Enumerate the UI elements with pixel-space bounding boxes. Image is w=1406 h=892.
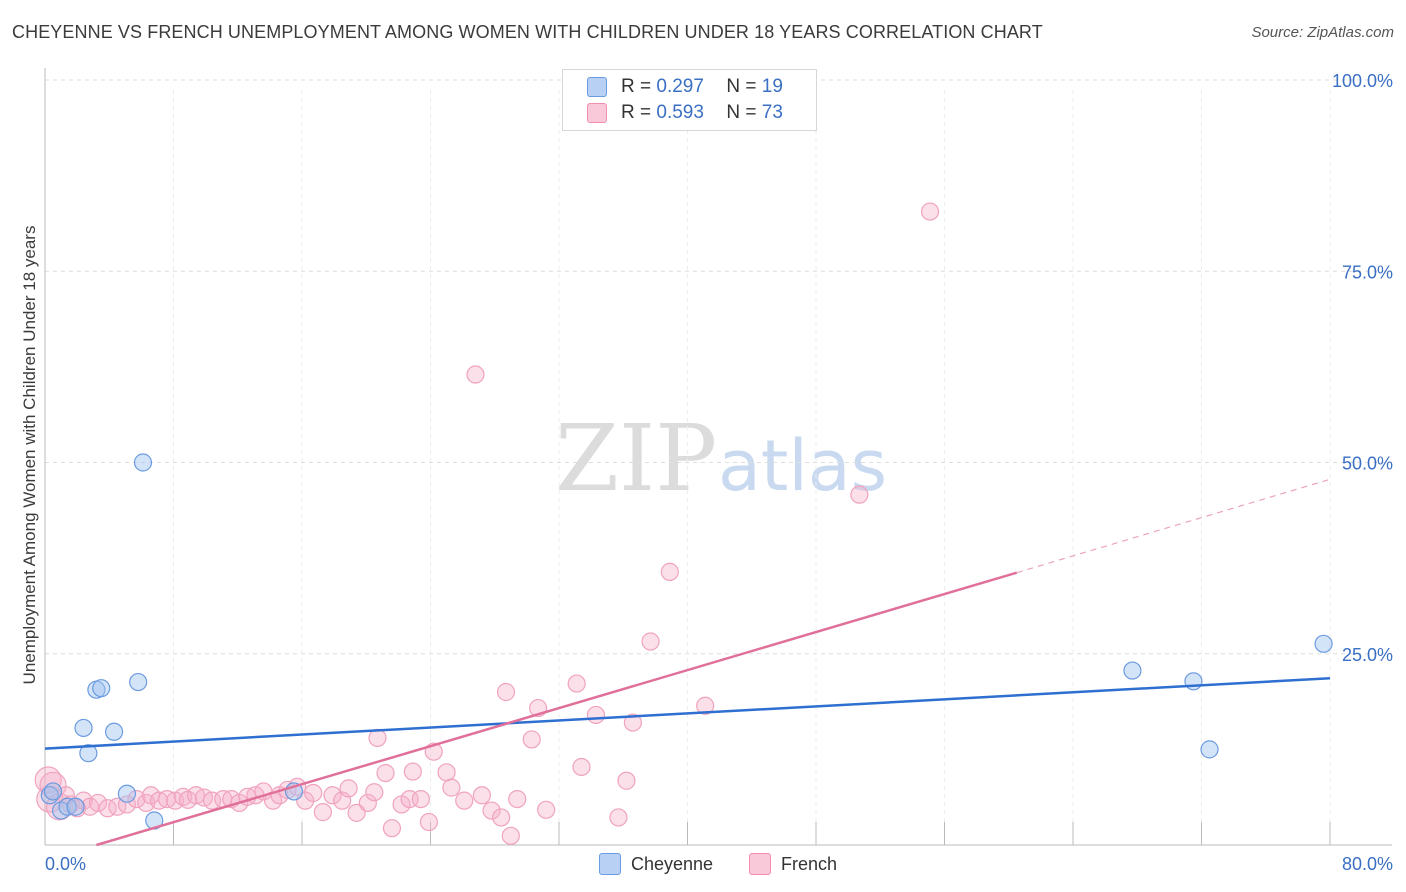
cheyenne-n-label: N =: [726, 76, 757, 97]
cheyenne-trend-line: [44, 676, 1331, 750]
french-point: [586, 705, 606, 725]
french-point: [492, 808, 511, 827]
legend-row-french: R = 0.593 N = 73: [587, 101, 783, 125]
french-point: [482, 801, 501, 820]
french-point: [466, 365, 485, 384]
french-point: [567, 674, 586, 693]
french-point: [411, 789, 430, 809]
french-n-value: 73: [761, 102, 783, 123]
french-point: [660, 562, 679, 581]
french-point: [850, 485, 869, 504]
legend-french-label: French: [781, 853, 838, 874]
french-point: [39, 771, 67, 799]
french-point: [572, 757, 591, 777]
legend-item-french[interactable]: French: [749, 853, 837, 875]
series-legend: Cheyenne French: [0, 853, 1406, 877]
french-point: [313, 803, 332, 822]
cheyenne-point: [43, 782, 63, 801]
french-point: [358, 793, 377, 813]
french-n-label: N =: [726, 102, 757, 123]
french-point: [617, 771, 636, 790]
french-point: [609, 808, 628, 827]
french-r-label: R =: [621, 102, 652, 123]
french-point: [117, 795, 137, 814]
cheyenne-point: [66, 797, 85, 816]
x-tick-label: 0.0%: [45, 854, 86, 874]
x-tick-label: 80.0%: [1342, 854, 1393, 874]
french-point: [455, 791, 474, 810]
french-r-value: 0.593: [656, 102, 704, 123]
french-point: [641, 632, 660, 651]
y-tick-label: 25.0%: [1342, 645, 1393, 665]
french-point: [442, 778, 461, 797]
french-trend-extension: [1016, 478, 1331, 574]
legend-item-cheyenne[interactable]: Cheyenne: [599, 853, 713, 875]
french-point: [339, 779, 358, 798]
french-point: [496, 682, 516, 702]
french-point: [382, 819, 402, 838]
y-tick-label: 75.0%: [1342, 262, 1393, 282]
cheyenne-point: [133, 453, 153, 472]
cheyenne-point: [1123, 661, 1142, 680]
french-point: [920, 202, 940, 221]
watermark-atlas: atlas: [718, 425, 887, 507]
cheyenne-point: [129, 672, 148, 692]
french-trend-line: [96, 571, 1018, 847]
legend-cheyenne-label: Cheyenne: [631, 853, 714, 874]
french-point: [696, 696, 715, 715]
french-point: [365, 783, 384, 802]
french-point: [323, 786, 342, 805]
french-point: [437, 763, 456, 782]
french-point: [623, 713, 642, 732]
cheyenne-point: [79, 744, 98, 763]
cheyenne-r-label: R =: [621, 76, 652, 97]
french-point: [88, 793, 108, 813]
y-tick-label: 50.0%: [1342, 454, 1393, 474]
watermark-zip: ZIP: [555, 405, 717, 512]
chart-title: CHEYENNE VS FRENCH UNEMPLOYMENT AMONG WO…: [12, 22, 1043, 42]
french-point: [127, 789, 146, 809]
cheyenne-point: [1200, 740, 1219, 759]
french-point: [376, 763, 395, 783]
cheyenne-point: [104, 722, 124, 741]
correlation-legend: R = 0.297 N = 19 R = 0.593 N = 73: [562, 69, 817, 131]
french-swatch: [587, 103, 607, 123]
french-point: [537, 800, 556, 819]
y-tick-label: 100.0%: [1332, 71, 1393, 91]
legend-french-swatch: [749, 853, 771, 875]
french-point: [419, 812, 438, 832]
french-point: [522, 730, 541, 749]
source-label: Source: ZipAtlas.com: [1251, 24, 1394, 41]
cheyenne-point: [92, 679, 111, 698]
french-point: [508, 789, 527, 809]
french-point: [403, 762, 422, 781]
cheyenne-n-value: 19: [761, 76, 783, 97]
legend-cheyenne-swatch: [599, 853, 621, 875]
french-point: [472, 786, 491, 805]
cheyenne-swatch: [587, 77, 607, 97]
french-point: [501, 826, 520, 845]
legend-row-cheyenne: R = 0.297 N = 19: [587, 75, 783, 99]
french-point: [304, 783, 323, 803]
cheyenne-point: [1314, 634, 1333, 653]
cheyenne-point: [74, 718, 93, 738]
cheyenne-r-value: 0.297: [656, 76, 704, 97]
cheyenne-point: [117, 784, 137, 803]
